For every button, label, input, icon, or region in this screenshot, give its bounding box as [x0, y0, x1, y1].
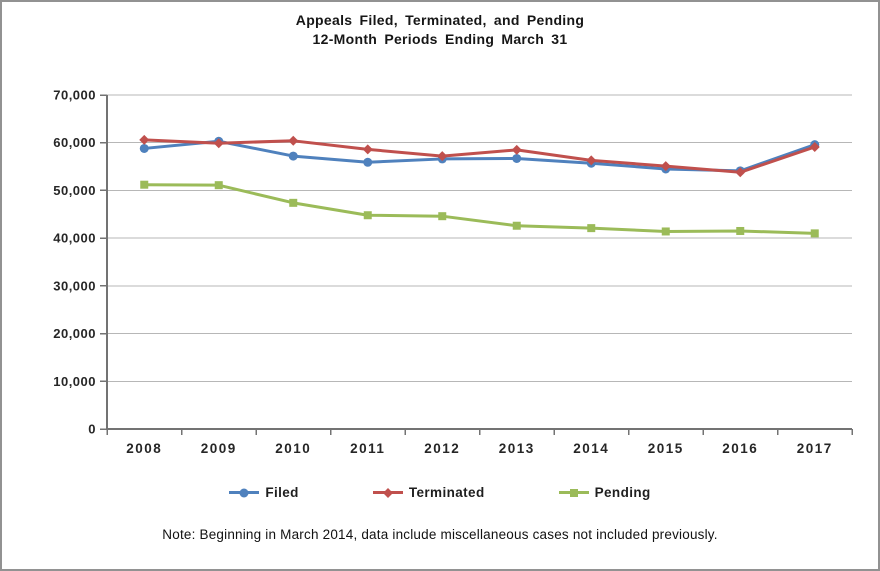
- x-axis-tick-label: 2010: [275, 441, 311, 456]
- y-axis-tick-label: 10,000: [53, 374, 96, 389]
- square-marker-icon: [569, 488, 578, 497]
- series-line-pending: [142, 183, 817, 235]
- x-axis-tick-label: 2009: [201, 441, 237, 456]
- y-axis-tick-label: 60,000: [53, 135, 96, 150]
- data-marker-pending: [587, 224, 596, 233]
- pending-line-marker-icon: [558, 487, 589, 499]
- data-marker-pending: [512, 221, 521, 230]
- chart-title: Appeals Filed, Terminated, and Pending 1…: [2, 11, 878, 49]
- terminated-line-marker-icon: [372, 487, 403, 499]
- x-axis-tick-label: 2008: [126, 441, 162, 456]
- data-marker-pending: [661, 227, 670, 236]
- data-marker-terminated: [362, 144, 373, 155]
- circle-marker-icon: [239, 488, 249, 497]
- legend-label-filed: Filed: [265, 485, 299, 500]
- chart-legend: Filed Terminated Pending: [2, 485, 878, 500]
- data-marker-pending: [140, 180, 149, 189]
- series-line-terminated: [142, 138, 817, 174]
- legend-label-terminated: Terminated: [408, 485, 485, 500]
- data-marker-terminated: [809, 142, 820, 153]
- x-axis-tick-label: 2017: [797, 441, 833, 456]
- y-axis-tick-label: 40,000: [53, 231, 96, 246]
- data-marker-filed: [512, 153, 522, 163]
- chart-title-line2: 12-Month Periods Ending March 31: [312, 31, 568, 47]
- series-line-filed: [142, 139, 817, 173]
- legend-item-pending: Pending: [558, 485, 651, 500]
- y-axis-tick-label: 0: [88, 422, 96, 437]
- y-axis-tick-label: 20,000: [53, 326, 96, 341]
- diamond-marker-icon: [382, 487, 393, 498]
- data-marker-pending: [736, 226, 745, 235]
- y-axis-tick-label: 50,000: [53, 183, 96, 198]
- legend-label-pending: Pending: [594, 485, 651, 500]
- data-marker-pending: [438, 212, 447, 221]
- x-axis-tick-label: 2014: [573, 441, 609, 456]
- x-axis-tick-label: 2013: [499, 441, 535, 456]
- data-marker-terminated: [660, 161, 671, 172]
- data-marker-terminated: [437, 151, 448, 162]
- y-axis-tick-label: 70,000: [53, 88, 96, 103]
- y-axis-tick-label: 30,000: [53, 278, 96, 293]
- x-axis-tick-label: 2012: [424, 441, 460, 456]
- x-axis-tick-label: 2016: [722, 441, 758, 456]
- data-marker-terminated: [213, 138, 224, 149]
- data-marker-filed: [363, 157, 373, 167]
- data-marker-terminated: [288, 135, 299, 146]
- data-marker-terminated: [735, 167, 746, 178]
- data-marker-terminated: [586, 155, 597, 166]
- data-marker-filed: [288, 151, 298, 161]
- data-marker-pending: [289, 198, 298, 207]
- data-marker-terminated: [139, 134, 150, 145]
- legend-item-terminated: Terminated: [372, 485, 485, 500]
- chart-note: Note: Beginning in March 2014, data incl…: [162, 527, 718, 542]
- x-axis-tick-label: 2011: [350, 441, 385, 456]
- data-marker-pending: [810, 229, 819, 238]
- chart-title-line1: Appeals Filed, Terminated, and Pending: [295, 12, 585, 28]
- legend-item-filed: Filed: [229, 485, 299, 500]
- data-marker-filed: [139, 143, 149, 153]
- filed-line-marker-icon: [229, 487, 260, 499]
- data-marker-terminated: [511, 144, 522, 155]
- data-marker-pending: [214, 181, 223, 190]
- data-marker-pending: [363, 211, 372, 220]
- x-axis-tick-label: 2015: [648, 441, 684, 456]
